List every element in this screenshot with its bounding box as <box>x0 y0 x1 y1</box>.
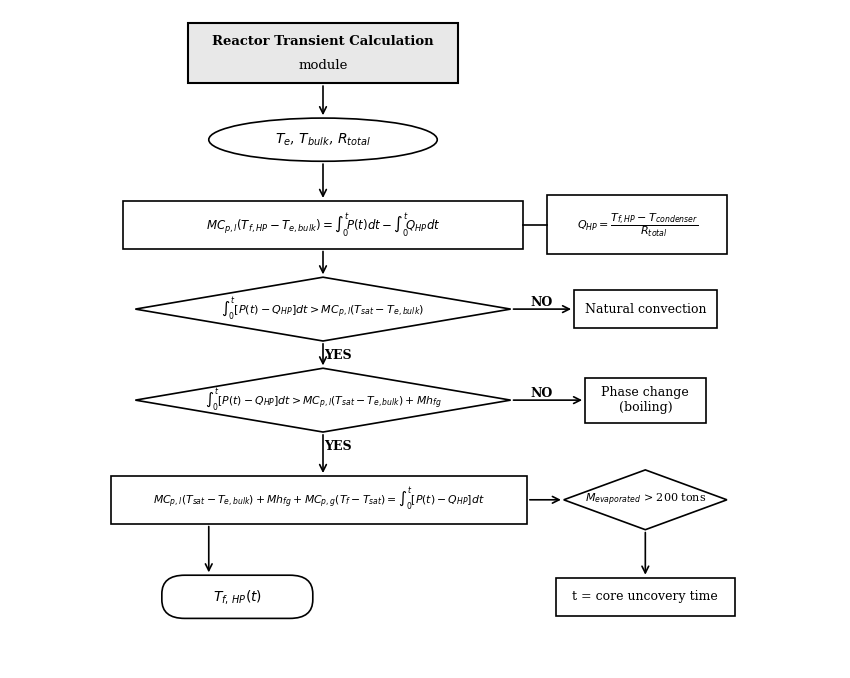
Polygon shape <box>135 368 511 432</box>
Text: $\int_0^t[P(t)-Q_{HP}]dt>MC_{p,l}(T_{sat}-T_{e,bulk})+Mh_{fg}$: $\int_0^t[P(t)-Q_{HP}]dt>MC_{p,l}(T_{sat… <box>205 386 441 414</box>
Text: NO: NO <box>530 387 552 400</box>
FancyBboxPatch shape <box>547 195 727 254</box>
Text: $T_{f,\,HP}(t)$: $T_{f,\,HP}(t)$ <box>212 588 262 606</box>
Text: t = core uncovery time: t = core uncovery time <box>572 591 718 603</box>
Text: NO: NO <box>530 296 552 309</box>
FancyBboxPatch shape <box>556 578 735 616</box>
Text: $MC_{p,l}(T_{sat}-T_{e,bulk})+Mh_{fg}+MC_{p,g}(T_f-T_{sat})=\int_0^t[P(t)-Q_{HP}: $MC_{p,l}(T_{sat}-T_{e,bulk})+Mh_{fg}+MC… <box>153 486 484 513</box>
Ellipse shape <box>209 118 437 161</box>
FancyBboxPatch shape <box>162 575 313 618</box>
Text: $MC_{p,l}(T_{f,HP}-T_{e,bulk})=\int_0^t\!P(t)dt-\int_0^t\!Q_{HP}dt$: $MC_{p,l}(T_{f,HP}-T_{e,bulk})=\int_0^t\… <box>206 211 440 239</box>
Polygon shape <box>135 277 511 341</box>
Text: $M_{evaporated}$ > 200 tons: $M_{evaporated}$ > 200 tons <box>585 492 706 508</box>
Text: $T_e$, $T_{bulk}$, $R_{total}$: $T_e$, $T_{bulk}$, $R_{total}$ <box>275 132 371 148</box>
FancyBboxPatch shape <box>123 201 523 249</box>
Text: module: module <box>298 59 348 72</box>
Text: $\int_0^t[P(t)-Q_{HP}]dt>MC_{p,l}(T_{sat}-T_{e,bulk})$: $\int_0^t[P(t)-Q_{HP}]dt>MC_{p,l}(T_{sat… <box>221 296 425 323</box>
FancyBboxPatch shape <box>574 290 717 328</box>
Text: Reactor Transient Calculation: Reactor Transient Calculation <box>212 35 434 48</box>
Text: Phase change
(boiling): Phase change (boiling) <box>602 386 689 414</box>
Text: YES: YES <box>324 440 352 453</box>
Polygon shape <box>564 470 727 530</box>
Text: YES: YES <box>324 349 352 362</box>
FancyBboxPatch shape <box>585 378 706 422</box>
FancyBboxPatch shape <box>189 23 457 83</box>
Text: Natural convection: Natural convection <box>585 302 706 315</box>
FancyBboxPatch shape <box>110 476 527 523</box>
Text: $Q_{HP}=\dfrac{T_{f,HP}-T_{condenser}}{R_{total}}$: $Q_{HP}=\dfrac{T_{f,HP}-T_{condenser}}{R… <box>576 211 698 239</box>
